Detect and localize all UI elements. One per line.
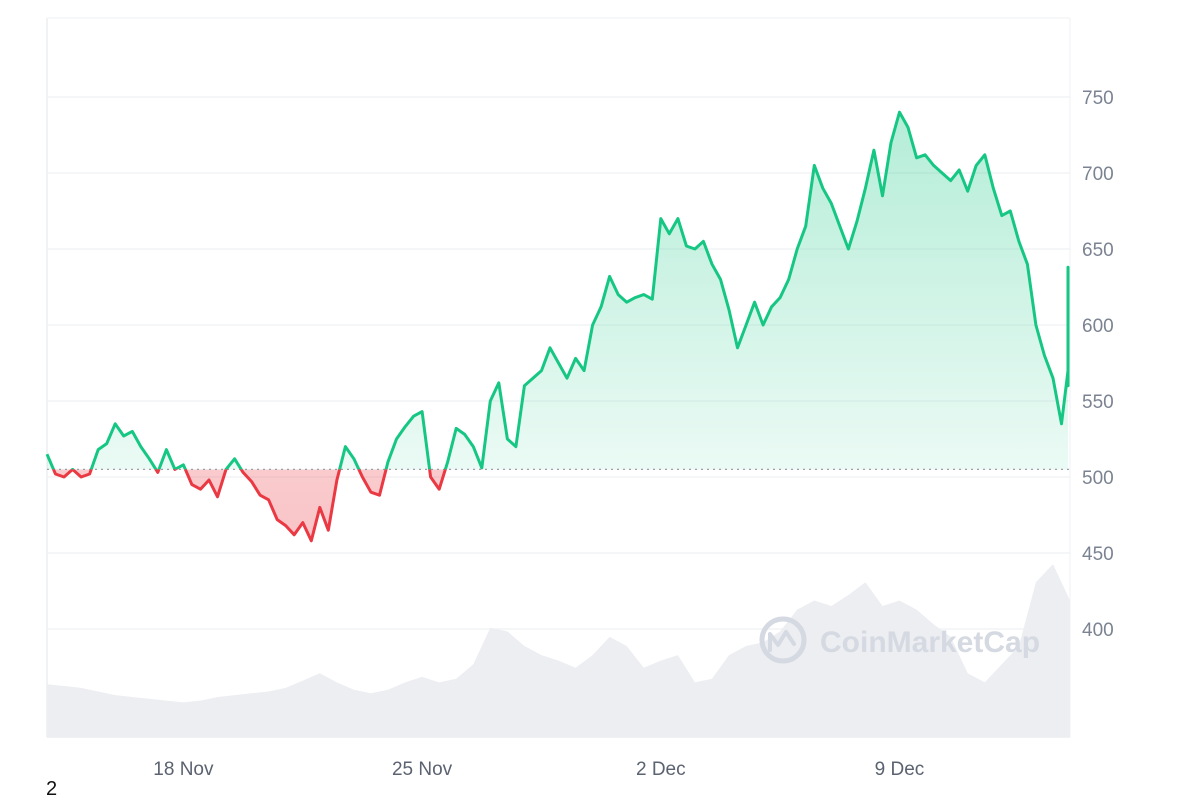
volume-fill <box>47 564 1070 737</box>
x-tick-label: 9 Dec <box>875 759 925 780</box>
y-tick-label: 550 <box>1082 392 1114 413</box>
price-line-down <box>51 469 482 543</box>
y-tick-label: 450 <box>1082 544 1114 565</box>
y-tick-label: 600 <box>1082 316 1114 337</box>
y-tick-label: 650 <box>1082 240 1114 261</box>
x-tick-label: 18 Nov <box>153 759 214 780</box>
x-tick-label: 25 Nov <box>392 759 453 780</box>
price-line-up <box>45 110 1070 470</box>
x-tick-label: 2 Dec <box>636 759 686 780</box>
coinmarketcap-logo-icon <box>759 616 807 664</box>
y-tick-label: 400 <box>1082 620 1114 641</box>
y-tick-label: 700 <box>1082 164 1114 185</box>
footnote: 2 <box>46 778 58 800</box>
y-tick-label: 500 <box>1082 468 1114 489</box>
volume-area <box>47 564 1070 737</box>
price-lines <box>45 110 1070 543</box>
watermark: CoinMarketCap <box>759 616 1040 664</box>
area-above-baseline <box>47 112 1068 470</box>
y-tick-label: 750 <box>1082 88 1114 109</box>
watermark-text: CoinMarketCap <box>820 626 1040 659</box>
x-axis: 18 Nov 25 Nov 2 Dec 9 Dec <box>153 759 924 780</box>
y-axis: 400 450 500 550 600 650 700 750 <box>1082 88 1114 641</box>
